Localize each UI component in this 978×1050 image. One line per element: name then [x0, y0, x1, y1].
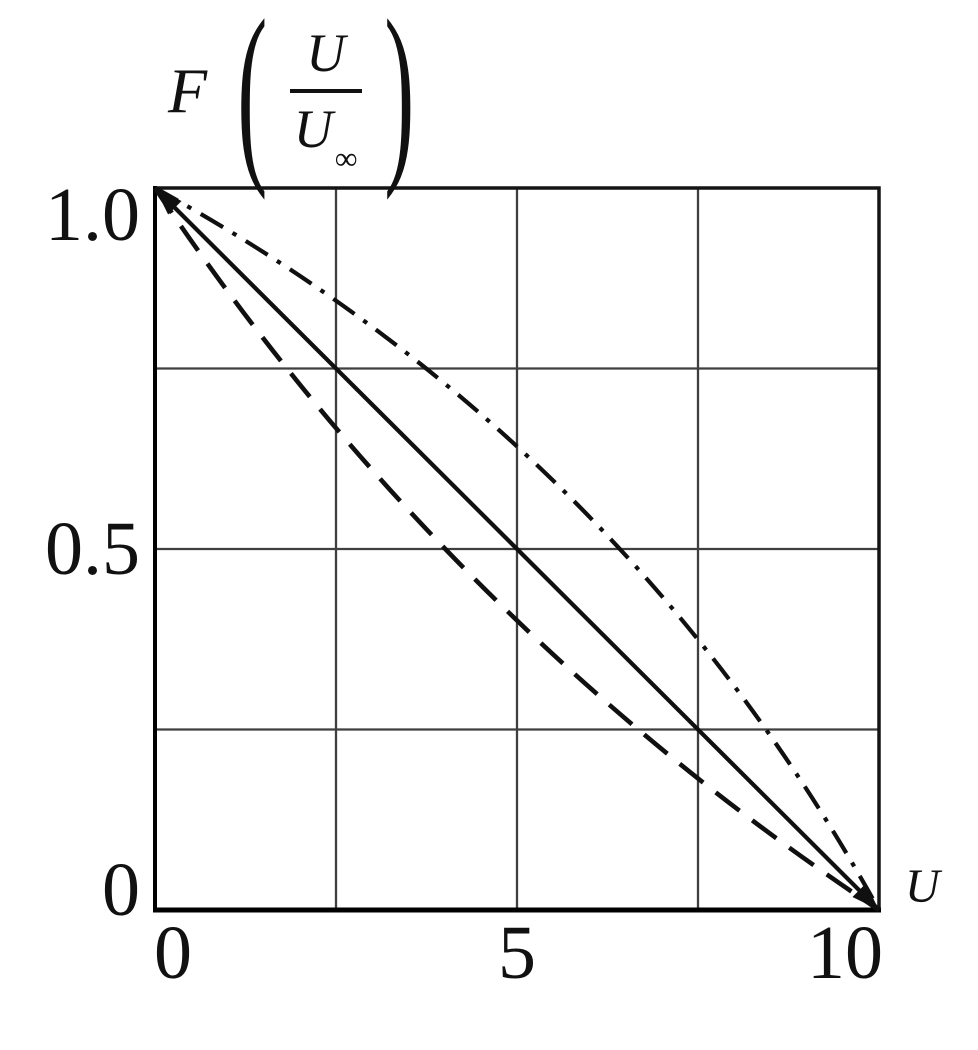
fraction-numerator: U: [306, 23, 346, 83]
fraction: U U ∞: [289, 23, 362, 174]
infinity-subscript: ∞: [334, 139, 358, 176]
x-tick-label: 5: [498, 911, 536, 995]
fraction-denominator: U ∞: [293, 93, 358, 174]
function-symbol: F: [168, 55, 208, 126]
y-axis-title: F ( U U ∞ ): [168, 0, 414, 201]
y-tick-label: 0: [102, 848, 140, 932]
fraction-bar: [289, 89, 362, 93]
x-tick-label: 10: [807, 911, 883, 995]
x-axis-title: U: [905, 860, 943, 913]
series-linear-distribution: [153, 186, 881, 912]
x-tick-label: 0: [154, 911, 192, 995]
y-tick-label: 0.5: [45, 507, 140, 591]
series-lower-convex-curve: [153, 186, 881, 912]
y-tick-label: 1.0: [45, 173, 140, 257]
denominator-symbol: U: [293, 99, 333, 159]
